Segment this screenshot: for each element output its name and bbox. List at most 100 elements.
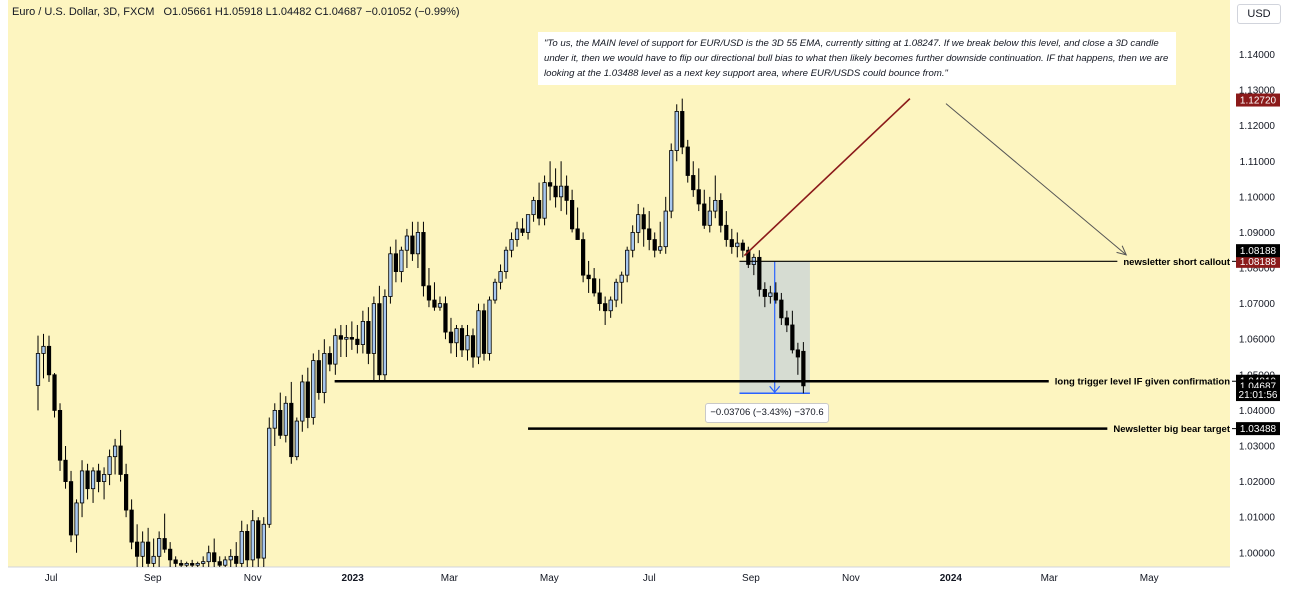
candle-body-up bbox=[151, 555, 156, 564]
candle bbox=[41, 333, 46, 379]
candle-body-up bbox=[283, 402, 288, 436]
candle bbox=[586, 260, 591, 293]
candle-body-down bbox=[179, 563, 184, 566]
candle bbox=[234, 542, 239, 567]
candle bbox=[85, 463, 90, 500]
candle bbox=[779, 292, 784, 325]
y-tick-label: 1.01000 bbox=[1239, 513, 1276, 524]
candle bbox=[399, 246, 404, 283]
plot-background bbox=[8, 0, 1230, 567]
candle bbox=[476, 303, 481, 365]
candle bbox=[685, 139, 690, 183]
candle bbox=[729, 228, 734, 254]
currency-button[interactable]: USD bbox=[1237, 4, 1281, 24]
level-label: newsletter short callout bbox=[1123, 257, 1230, 268]
x-tick-label: May bbox=[540, 573, 559, 584]
candle-body-up bbox=[300, 381, 305, 422]
candle bbox=[503, 246, 509, 279]
candle-body-up bbox=[619, 274, 624, 283]
candle bbox=[443, 296, 448, 340]
candle-body-up bbox=[465, 335, 470, 351]
candle bbox=[206, 545, 211, 567]
candle-body-down bbox=[652, 239, 657, 251]
candle bbox=[520, 218, 525, 236]
x-tick-label: Sep bbox=[144, 573, 162, 584]
candle bbox=[333, 328, 338, 375]
candle-body-up bbox=[636, 214, 641, 233]
candle-body-up bbox=[206, 552, 211, 563]
candle bbox=[542, 175, 547, 226]
candle-body-down bbox=[52, 374, 57, 411]
candle bbox=[151, 538, 156, 567]
candle-body-up bbox=[713, 200, 718, 212]
y-tick-label: 1.14000 bbox=[1239, 50, 1276, 61]
candle bbox=[658, 221, 663, 254]
candle bbox=[173, 556, 178, 567]
candle-body-down bbox=[355, 338, 360, 345]
candle bbox=[46, 335, 52, 382]
candle bbox=[790, 310, 795, 354]
candle-body-down bbox=[377, 303, 382, 376]
x-tick-label: 2023 bbox=[342, 573, 365, 584]
candle bbox=[327, 346, 332, 372]
candle-body-down bbox=[597, 292, 602, 305]
candle-body-down bbox=[790, 324, 795, 351]
candle bbox=[223, 556, 228, 567]
candle bbox=[68, 470, 74, 543]
candle-body-up bbox=[558, 185, 564, 198]
candle-body-down bbox=[85, 470, 90, 490]
candle-body-down bbox=[784, 317, 789, 326]
candle-body-up bbox=[658, 246, 663, 251]
candle bbox=[371, 296, 376, 382]
candle-body-up bbox=[90, 470, 96, 490]
candle bbox=[636, 203, 641, 244]
candle-body-up bbox=[503, 249, 509, 272]
candle bbox=[388, 246, 393, 304]
candle-body-up bbox=[79, 470, 85, 504]
candle-body-up bbox=[272, 409, 277, 429]
candle bbox=[784, 310, 789, 333]
candle-body-down bbox=[459, 328, 465, 351]
candle-body-down bbox=[641, 214, 646, 230]
candle-body-down bbox=[432, 299, 437, 308]
candle-body-down bbox=[536, 200, 542, 219]
candle bbox=[691, 161, 696, 197]
candle-body-up bbox=[768, 292, 773, 297]
candle-body-down bbox=[448, 331, 454, 344]
candle bbox=[393, 239, 399, 283]
candle bbox=[190, 559, 195, 567]
x-tick-label: Jul bbox=[45, 573, 58, 584]
level-label: Newsletter big bear target bbox=[1113, 424, 1231, 435]
candle bbox=[669, 143, 674, 219]
candle-body-down bbox=[338, 335, 343, 340]
candle bbox=[162, 513, 167, 553]
candle bbox=[514, 221, 520, 247]
candle bbox=[305, 367, 310, 429]
candle bbox=[377, 285, 382, 382]
candle-body-down bbox=[57, 409, 63, 461]
candle-body-down bbox=[570, 200, 575, 230]
candle-body-down bbox=[647, 228, 652, 240]
candle bbox=[112, 438, 118, 475]
candle bbox=[79, 460, 85, 518]
candle-body-up bbox=[382, 296, 388, 376]
x-tick-label: May bbox=[1140, 573, 1159, 584]
candle bbox=[63, 445, 68, 489]
candle bbox=[201, 556, 206, 567]
candle-body-down bbox=[724, 224, 729, 240]
level-label: long trigger level IF given confirmation bbox=[1055, 377, 1230, 388]
symbol-name: Euro / U.S. Dollar, 3D, FXCM bbox=[12, 6, 155, 18]
candle bbox=[278, 392, 283, 439]
candle-body-up bbox=[514, 228, 520, 240]
candle-body-up bbox=[195, 563, 200, 566]
candle-body-down bbox=[212, 552, 217, 563]
candle bbox=[608, 296, 613, 318]
y-tick-label: 1.13000 bbox=[1239, 86, 1276, 97]
candle bbox=[437, 296, 443, 311]
x-tick-label: Mar bbox=[441, 573, 459, 584]
candle bbox=[762, 282, 767, 308]
symbol-header: Euro / U.S. Dollar, 3D, FXCM O1.05661 H1… bbox=[12, 6, 460, 18]
price-badge-text: 1.04687 bbox=[1240, 381, 1277, 392]
candle bbox=[129, 499, 134, 550]
